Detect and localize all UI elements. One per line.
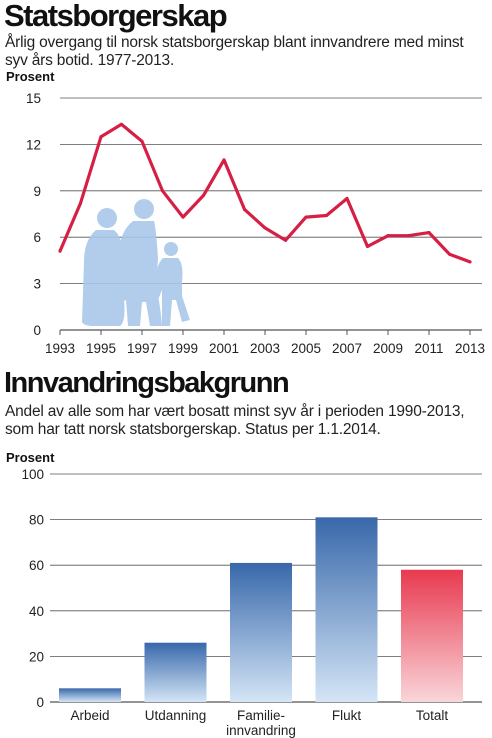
line-chart-point — [79, 201, 82, 205]
bar-chart-subtitle-line-1: Andel av alle som har vært bosatt minst … — [5, 403, 465, 420]
family-walking-icon — [82, 199, 190, 326]
bar-chart-y-axis-label: Prosent — [6, 450, 55, 465]
bar-chart-y-tick-label: 60 — [29, 558, 44, 573]
line-chart-point — [181, 215, 185, 219]
line-chart-x-tick-label: 2007 — [332, 341, 362, 356]
bar-chart-y-tick-label: 0 — [36, 695, 44, 710]
line-chart-point — [243, 207, 246, 211]
line-chart-x-tick-label: 2003 — [250, 341, 280, 356]
bar-chart-category-label: Familie-innvandring — [226, 708, 296, 738]
line-chart-point — [263, 226, 267, 230]
line-chart-point — [407, 234, 410, 238]
bar-familieinnvandring — [230, 562, 292, 702]
bar-chart-y-tick-label: 20 — [29, 649, 44, 664]
line-chart-title: Statsborgerskap — [4, 0, 228, 33]
line-chart-x-tick-label: 2005 — [291, 341, 321, 356]
line-chart-y-tick-label: 12 — [26, 137, 41, 152]
line-chart-subtitle-line-2: syv års botid. 1977-2013. — [5, 52, 175, 69]
bar-chart-y-tick-label: 80 — [29, 513, 44, 528]
bar-chart-category-label: Arbeid — [70, 708, 109, 723]
line-chart-x-tick-label: 2011 — [414, 341, 443, 356]
line-chart-point — [386, 234, 390, 238]
line-chart-x-tick-label: 1993 — [45, 341, 75, 356]
line-chart-point — [222, 158, 226, 162]
bar-chart-subtitle-line-2: som har tatt norsk statsborgerskap. Stat… — [5, 421, 381, 438]
line-chart-point — [99, 135, 103, 139]
bar-chart-category-label: Totalt — [416, 708, 449, 723]
line-chart: Prosent 0 3 6 9 12 15 1993 1995 1997 1999 2001 2003 2… — [6, 69, 485, 356]
bar-chart-y-tick-label: 40 — [29, 604, 44, 619]
bar-arbeid — [59, 688, 121, 702]
line-chart-point — [161, 189, 164, 193]
line-chart-point — [120, 122, 123, 126]
bar-chart-category-label: Utdanning — [145, 708, 207, 723]
line-chart-subtitle-line-1: Årlig overgang til norsk statsborgerskap… — [5, 34, 464, 51]
line-chart-point — [304, 215, 308, 219]
line-chart-y-tick-label: 3 — [33, 277, 41, 292]
line-chart-y-tick-label: 0 — [33, 323, 41, 338]
line-chart-x-tick-label: 1997 — [127, 341, 157, 356]
line-chart-point — [58, 249, 62, 253]
line-chart-y-tick-label: 15 — [26, 91, 41, 106]
bar-chart-y-tick-label: 100 — [21, 467, 44, 482]
line-chart-point — [325, 214, 328, 218]
bar-totalt — [401, 569, 463, 702]
bar-chart-category-label: Flukt — [332, 708, 362, 723]
line-chart-x-tick-label: 2013 — [455, 341, 485, 356]
line-chart-y-tick-label: 6 — [33, 230, 41, 245]
line-chart-y-axis-label: Prosent — [6, 69, 55, 84]
line-chart-point — [140, 139, 144, 143]
line-chart-x-tick-label: 2001 — [209, 341, 239, 356]
line-chart-point — [366, 244, 369, 248]
line-chart-x-tick-label: 1995 — [86, 341, 116, 356]
line-chart-point — [345, 197, 349, 201]
line-chart-point — [284, 238, 287, 242]
line-chart-x-tick-label: 2009 — [373, 341, 403, 356]
line-chart-point — [468, 260, 472, 264]
line-chart-point — [448, 252, 451, 256]
bar-utdanning — [144, 642, 207, 702]
line-chart-point — [202, 193, 205, 197]
line-chart-point — [427, 231, 431, 235]
bar-flukt — [315, 517, 378, 702]
bar-chart-title: Innvandringsbakgrunn — [4, 367, 290, 399]
line-chart-x-tick-label: 1999 — [168, 341, 198, 356]
line-chart-y-tick-label: 9 — [33, 184, 41, 199]
